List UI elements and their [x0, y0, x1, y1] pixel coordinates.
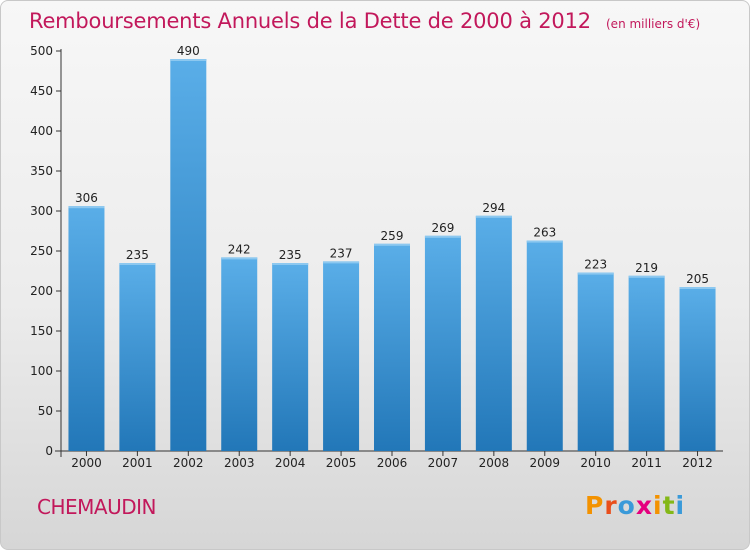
- data-labels: 306 235 490 242 235 237 259 269 294 263 223 219 205: [75, 44, 709, 286]
- bar-highlight: [424, 235, 461, 238]
- bar-highlight: [323, 261, 360, 264]
- city-name: CHEMAUDIN: [37, 495, 156, 519]
- logo-letter: o: [617, 491, 636, 520]
- logo-letter: r: [604, 491, 618, 520]
- data-label: 294: [482, 201, 505, 215]
- x-tick-label: 2002: [173, 456, 204, 470]
- x-tick-label: 2009: [529, 456, 560, 470]
- bar-highlight: [475, 215, 512, 218]
- axes: 0 50 100 150 200 250 300 350 400 450 500 2000 2001 20…: [30, 44, 723, 470]
- bar-highlight: [679, 287, 716, 289]
- data-label: 269: [431, 221, 454, 235]
- x-tick-label: 2010: [580, 456, 611, 470]
- bar-2008: [475, 215, 512, 451]
- x-tick-label: 2012: [682, 456, 713, 470]
- bar-highlight: [374, 243, 410, 246]
- bar-2004: [272, 263, 309, 451]
- data-label: 237: [330, 246, 353, 260]
- bar-2002: [170, 59, 207, 451]
- data-label: 205: [686, 272, 709, 286]
- x-tick-label: 2003: [224, 456, 255, 470]
- data-label: 235: [279, 248, 302, 262]
- bar-2006: [374, 243, 410, 451]
- proxiti-logo: Proxiti: [585, 491, 685, 520]
- bar-highlight: [577, 272, 614, 275]
- logo-letter: t: [662, 491, 676, 520]
- x-tick-label: 2001: [122, 456, 153, 470]
- x-tick-label: 2007: [428, 456, 459, 470]
- y-tick-label: 150: [30, 324, 53, 338]
- title-line: Remboursements Annuels de la Dette de 20…: [29, 9, 700, 33]
- data-label: 242: [228, 242, 251, 256]
- bar-2007: [424, 235, 461, 451]
- y-tick-label: 400: [30, 124, 53, 138]
- bar-highlight: [68, 206, 105, 209]
- y-tick-label: 0: [45, 444, 53, 458]
- bar-2000: [68, 206, 105, 451]
- y-tick-label: 100: [30, 364, 53, 378]
- y-tick-label: 200: [30, 284, 53, 298]
- data-label: 263: [533, 226, 556, 240]
- y-tick-label: 350: [30, 164, 53, 178]
- x-tick-label: 2008: [479, 456, 510, 470]
- x-tick-label: 2005: [326, 456, 357, 470]
- bar-2011: [628, 275, 665, 451]
- bar-2010: [577, 272, 614, 451]
- logo-letter: i: [675, 491, 686, 520]
- bar-highlight: [170, 59, 207, 61]
- bar-highlight: [526, 240, 563, 243]
- chart-unit: (en milliers d'€): [606, 17, 701, 31]
- logo-letter: P: [585, 491, 605, 520]
- bar-highlight: [628, 275, 665, 278]
- bar-2012: [679, 287, 716, 451]
- bar-highlight: [272, 263, 309, 265]
- bar-highlight: [221, 257, 258, 260]
- x-tick-label: 2004: [275, 456, 306, 470]
- data-label: 219: [635, 261, 658, 275]
- bars: [68, 59, 716, 451]
- y-tick-label: 300: [30, 204, 53, 218]
- data-label: 490: [177, 44, 200, 58]
- data-label: 259: [381, 229, 404, 243]
- y-tick-label: 250: [30, 244, 53, 258]
- logo-letter: i: [653, 491, 663, 520]
- y-tick-label: 500: [30, 44, 53, 58]
- x-tick-label: 2006: [377, 456, 408, 470]
- data-label: 223: [584, 258, 607, 272]
- bar-2009: [526, 240, 563, 451]
- bar-2003: [221, 257, 258, 451]
- y-tick-label: 50: [38, 404, 53, 418]
- bar-2001: [119, 263, 156, 451]
- x-tick-label: 2000: [71, 456, 102, 470]
- logo-letter: x: [635, 491, 653, 520]
- y-tick-label: 450: [30, 84, 53, 98]
- x-tick-label: 2011: [631, 456, 662, 470]
- data-label: 306: [75, 191, 98, 205]
- chart-title: Remboursements Annuels de la Dette de 20…: [29, 9, 591, 33]
- data-label: 235: [126, 248, 149, 262]
- bar-highlight: [119, 263, 156, 265]
- bar-2005: [323, 261, 360, 451]
